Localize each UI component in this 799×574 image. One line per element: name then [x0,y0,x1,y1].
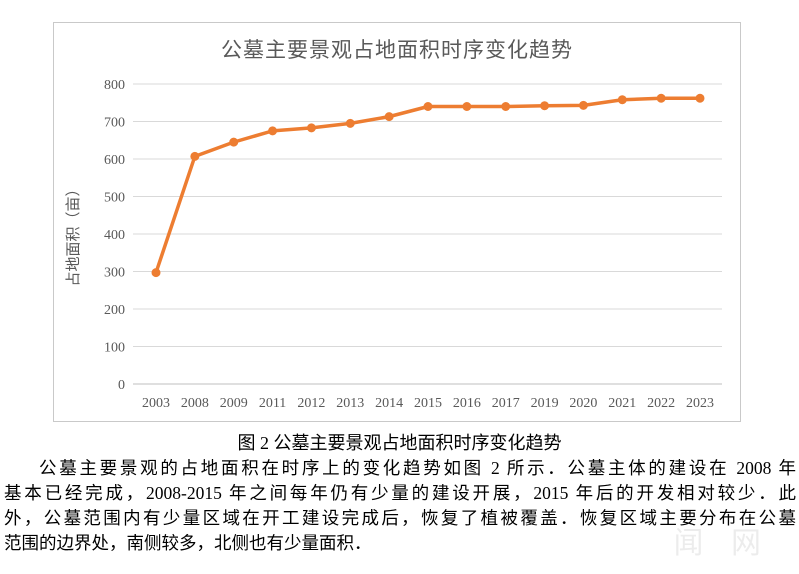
x-tick-label: 2016 [453,396,481,411]
line-chart: 0 100 200 300 400 500 600 700 800 2003 2008 2009 201… [64,78,722,411]
data-point [268,126,278,136]
x-tick-label: 2019 [531,396,559,411]
y-tick-label: 700 [104,116,125,131]
y-tick-label: 400 [104,228,125,243]
data-point [617,95,627,105]
x-tick-label: 2022 [647,396,675,411]
data-point [229,137,239,147]
data-line [154,96,702,275]
x-tick-label: 2017 [492,396,520,411]
figure-caption: 图 2 公墓主要景观占地面积时序变化趋势 [237,433,562,453]
x-tick-label: 2011 [259,396,286,411]
x-tick-label: 2023 [686,396,714,411]
y-axis-title: 占地面积（亩） [64,181,82,286]
data-point [656,93,666,103]
paragraph-line: 公墓主要景观的占地面积在时序上的变化趋势如图 2 所示．公墓主体的建设在 200… [39,458,796,478]
paragraph-line: 范围的边界处，南侧较多，北侧也有少量面积． [4,533,372,553]
x-tick-label: 2014 [375,396,403,411]
x-tick-label: 2015 [414,396,442,411]
data-point [384,112,394,122]
y-tick-label: 800 [104,78,125,93]
y-tick-label: 200 [104,303,125,318]
data-point [151,268,161,278]
y-tick-label: 100 [104,341,125,356]
x-tick-label: 2013 [336,396,364,411]
data-point [462,102,472,111]
data-point [578,100,588,110]
y-tick-label: 0 [118,378,125,393]
x-tick-label: 2012 [297,396,325,411]
y-tick-label: 300 [104,266,125,281]
y-tick-label: 600 [104,153,125,168]
x-tick-label: 2003 [142,396,170,411]
x-tick-label: 2020 [569,396,597,411]
chart-title: 公墓主要景观占地面积时序变化趋势 [221,38,573,62]
data-point [423,102,433,111]
body-paragraph: 公墓主要景观的占地面积在时序上的变化趋势如图 2 所示．公墓主体的建设在 200… [4,456,796,556]
data-point [540,101,550,111]
data-point [501,102,511,111]
chart-panel: 公墓主要景观占地面积时序变化趋势 0 100 200 300 400 500 600 700 8… [53,22,741,422]
paragraph-line: 基本已经完成，2008-2015 年之间每年仍有少量的建设开展，2015 年后的… [4,483,796,503]
data-point [190,151,200,161]
x-tick-label: 2009 [220,396,248,411]
data-point [695,93,705,103]
data-point [306,123,316,133]
x-tick-label: 2021 [608,396,636,411]
data-point [345,118,355,128]
x-tick-label: 2008 [181,396,209,411]
paragraph-line: 外，公墓范围内有少量区域在开工建设完成后，恢复了植被覆盖．恢复区域主要分布在公墓 [4,508,796,528]
y-tick-label: 500 [104,191,125,206]
